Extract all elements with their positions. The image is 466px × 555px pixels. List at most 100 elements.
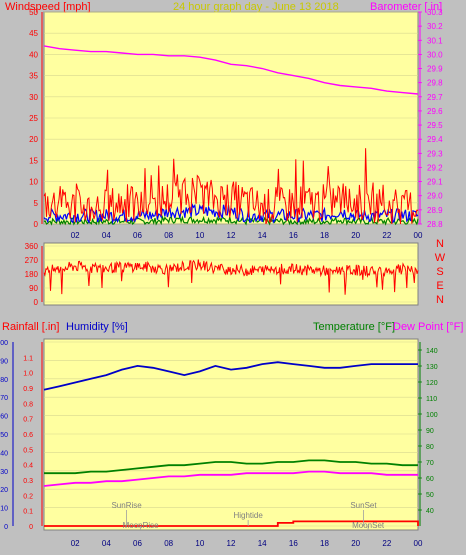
temp-tick-label: 70: [426, 460, 434, 467]
baro-y-tick-label: 29.4: [427, 135, 443, 144]
humidity-tick-label: 90: [0, 358, 8, 365]
x-tick-label: 02: [71, 539, 80, 548]
temp-tick-label: 130: [426, 364, 438, 371]
annotation-label: MoonSet: [352, 521, 385, 530]
temp-tick-label: 60: [426, 476, 434, 483]
dir-y-tick-label: 90: [29, 284, 38, 293]
rain-tick-label: 0.3: [23, 478, 33, 485]
humidity-tick-label: 0: [4, 524, 8, 531]
wind-y-tick-label: 45: [29, 29, 38, 38]
baro-y-tick-label: 29.1: [427, 178, 443, 187]
humidity-tick-label: 50: [0, 432, 8, 439]
wind-y-tick-label: 15: [29, 156, 38, 165]
rain-tick-label: 1.1: [23, 355, 33, 362]
wind-y-tick-label: 30: [29, 93, 38, 102]
compass-label: W: [435, 252, 446, 264]
annotation-label: SunRise: [111, 501, 142, 510]
dir-y-tick-label: 270: [25, 256, 39, 265]
dewpoint-line: [43, 470, 418, 487]
annotation-label: SunSet: [350, 501, 377, 510]
baro-y-tick-label: 30.3: [427, 8, 443, 17]
x-tick-label: 20: [351, 231, 360, 240]
rain-tick-label: 0.7: [23, 417, 33, 424]
baro-y-tick-label: 30.2: [427, 22, 443, 31]
barometer-label: Barometer [.in]: [370, 1, 442, 13]
compass-label: S: [436, 266, 443, 278]
x-tick-label: 06: [133, 539, 142, 548]
humidity-line: [43, 361, 418, 391]
x-tick-label: 04: [102, 231, 111, 240]
rain-tick-label: 0.1: [23, 509, 33, 516]
humidity-tick-label: 20: [0, 487, 8, 494]
wind-y-tick-label: 10: [29, 178, 38, 187]
rain-tick-label: 0.5: [23, 447, 33, 454]
x-tick-label: 12: [227, 539, 236, 548]
rain-tick-label: 0: [29, 524, 33, 531]
temp-tick-label: 120: [426, 380, 438, 387]
rain-tick-label: 0.8: [23, 401, 33, 408]
baro-y-tick-label: 30.1: [427, 36, 443, 45]
x-tick-label: 20: [351, 539, 360, 548]
x-tick-label: 02: [71, 231, 80, 240]
x-tick-label: 08: [164, 231, 173, 240]
barometer-line: [43, 45, 419, 95]
rain-tick-label: 1.0: [23, 371, 33, 378]
annotation-label: MoonRise: [123, 521, 160, 530]
dir-y-tick-label: 180: [25, 270, 39, 279]
compass-label: N: [436, 238, 444, 250]
temperature-line: [44, 459, 418, 475]
temp-tick-label: 40: [426, 508, 434, 515]
baro-y-tick-label: 28.9: [427, 206, 443, 215]
x-tick-label: 16: [289, 539, 298, 548]
x-tick-label: 08: [164, 539, 173, 548]
compass-label: E: [436, 280, 443, 292]
rainfall-label: Rainfall [.in]: [2, 321, 59, 333]
baro-y-tick-label: 29.2: [427, 163, 443, 172]
temp-tick-label: 90: [426, 428, 434, 435]
rain-tick-label: 0.9: [23, 386, 33, 393]
wind-y-tick-label: 50: [29, 8, 38, 17]
windspeed-label: Windspeed [mph]: [5, 1, 91, 13]
baro-y-tick-label: 29.6: [427, 107, 443, 116]
baro-y-tick-label: 30.0: [427, 50, 443, 59]
x-tick-label: 18: [320, 231, 329, 240]
x-tick-label: 00: [414, 231, 423, 240]
chart-title: 24 hour graph day - June 13 2018: [173, 1, 339, 13]
temp-tick-label: 50: [426, 492, 434, 499]
wind-y-tick-label: 25: [29, 114, 38, 123]
x-tick-label: 14: [258, 231, 267, 240]
wind-y-tick-label: 0: [34, 220, 39, 229]
baro-y-tick-label: 29.3: [427, 149, 443, 158]
humidity-tick-label: 80: [0, 377, 8, 384]
wind-y-tick-label: 35: [29, 72, 38, 81]
baro-y-tick-label: 29.0: [427, 192, 443, 201]
dir-y-tick-label: 360: [25, 242, 39, 251]
wind-low-line: [43, 214, 419, 226]
humidity-tick-label: 40: [0, 450, 8, 457]
x-tick-label: 22: [382, 539, 391, 548]
temp-tick-label: 140: [426, 348, 438, 355]
temp-tick-label: 110: [426, 396, 437, 403]
baro-y-tick-label: 28.8: [427, 220, 443, 229]
baro-y-tick-label: 29.9: [427, 65, 443, 74]
dewpoint-label: Dew Point [°F]: [393, 321, 463, 333]
rain-tick-label: 0.4: [23, 463, 33, 470]
x-tick-label: 04: [102, 539, 111, 548]
humidity-tick-label: 30: [0, 469, 8, 476]
humidity-label: Humidity [%]: [66, 321, 128, 333]
climate-plot-area: [43, 338, 419, 531]
humidity-tick-label: 60: [0, 414, 8, 421]
x-tick-label: 10: [195, 539, 204, 548]
annotation-label: Hightide: [233, 511, 263, 520]
x-tick-label: 16: [289, 231, 298, 240]
rain-tick-label: 0.6: [23, 432, 33, 439]
wind-direction-line: [43, 259, 419, 295]
dir-y-tick-label: 0: [34, 298, 39, 307]
baro-y-tick-label: 29.5: [427, 121, 443, 130]
wind-y-tick-label: 20: [29, 135, 38, 144]
temp-tick-label: 80: [426, 444, 434, 451]
x-tick-label: 06: [133, 231, 142, 240]
x-tick-label: 14: [258, 539, 267, 548]
